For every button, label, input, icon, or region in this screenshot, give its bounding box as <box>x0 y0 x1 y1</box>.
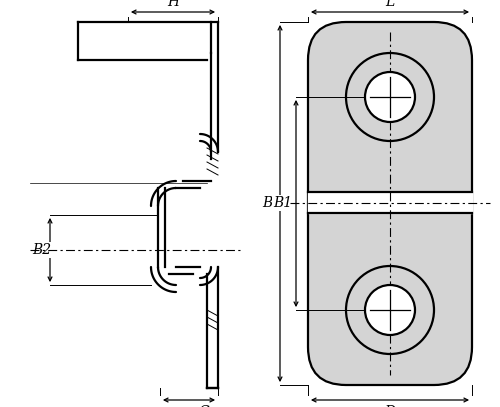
Polygon shape <box>308 192 472 213</box>
Text: B2: B2 <box>32 243 52 257</box>
Circle shape <box>365 285 415 335</box>
Text: B: B <box>262 196 272 210</box>
Text: C: C <box>198 405 209 407</box>
FancyBboxPatch shape <box>308 22 472 385</box>
Text: H: H <box>167 0 179 9</box>
Circle shape <box>365 72 415 122</box>
Text: D: D <box>384 405 396 407</box>
Text: L: L <box>386 0 394 9</box>
Text: B1: B1 <box>274 196 292 210</box>
